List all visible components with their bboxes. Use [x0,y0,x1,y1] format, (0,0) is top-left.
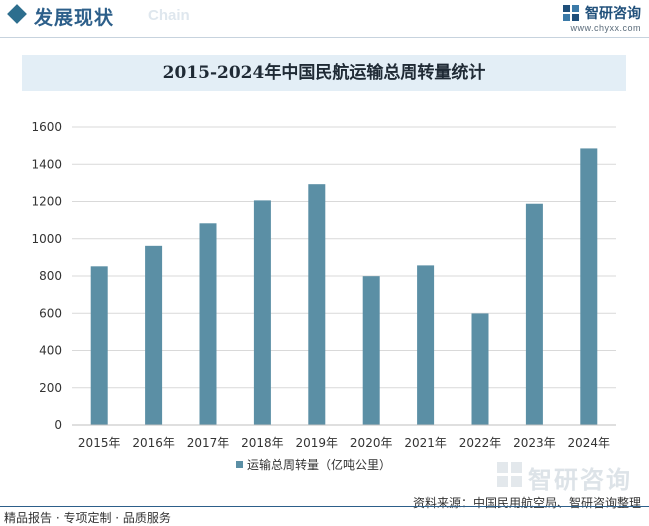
section-title: 发展现状 [34,7,115,29]
chart-title: 2015-2024年中国民航运输总周转量统计 [162,63,486,83]
x-tick-label: 2022年 [459,436,502,450]
watermark-logo-icon [497,462,522,487]
section-subtitle: Chain [148,7,190,24]
bar [417,265,435,425]
bar [362,276,380,425]
x-tick-label: 2016年 [132,436,175,450]
legend-label: 运输总周转量（亿吨公里） [247,457,391,472]
logo-name: 智研咨询 [585,5,641,22]
bar-chart: 0 200 400 600 800 1000 1200 1400 1600 2015年 2016年… [31,120,616,472]
y-tick-label: 1000 [31,232,62,246]
x-tick-label: 2020年 [350,436,393,450]
bars [90,148,598,425]
y-tick-label: 1400 [31,157,62,171]
x-tick-label: 2021年 [404,436,447,450]
y-axis-ticks: 0 200 400 600 800 1000 1200 1400 1600 [31,120,62,432]
bar [253,200,271,425]
legend: 运输总周转量（亿吨公里） [236,457,391,472]
y-tick-label: 400 [39,344,62,358]
y-tick-label: 800 [39,269,62,283]
logo-url: www.chyxx.com [570,22,641,33]
brand-logo: 智研咨询 www.chyxx.com [562,2,641,33]
y-tick-label: 200 [39,381,62,395]
bar [199,223,217,425]
x-tick-label: 2017年 [187,436,230,450]
footer-slogan: 精品报告 · 专项定制 · 品质服务 [4,511,171,525]
x-tick-label: 2015年 [78,436,121,450]
bar [525,203,543,425]
bar [580,148,598,425]
bar [90,266,108,425]
header: 发展现状 Chain 智研咨询 www.chyxx.com [0,0,649,38]
x-tick-label: 2019年 [296,436,339,450]
y-tick-label: 0 [54,418,62,432]
watermark-text: 智研咨询 [528,466,632,494]
y-tick-label: 600 [39,306,62,320]
logo-icon [562,4,579,21]
x-tick-label: 2023年 [513,436,556,450]
y-tick-label: 1600 [31,120,62,134]
legend-swatch [236,461,243,468]
footer-divider [0,506,649,507]
x-tick-label: 2024年 [568,436,611,450]
header-divider [0,37,649,38]
bar [308,184,326,425]
bar [471,313,489,425]
x-axis-ticks: 2015年 2016年 2017年 2018年 2019年 2020年 2021年 2022年… [72,424,616,450]
y-tick-label: 1200 [31,195,62,209]
bar [145,245,163,425]
chart-title-band: 2015-2024年中国民航运输总周转量统计 [22,55,626,91]
data-source: 资料来源：中国民用航空局、智研咨询整理 [412,496,641,510]
x-tick-label: 2018年 [241,436,284,450]
